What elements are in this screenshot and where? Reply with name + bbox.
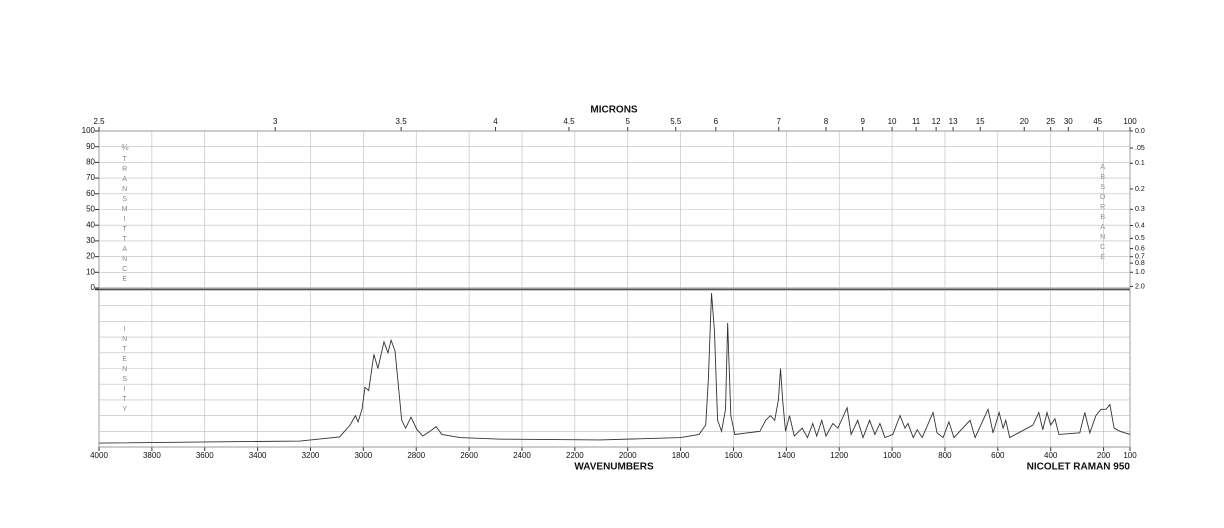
x2-tick-label: 11 <box>912 117 921 126</box>
x2-axis-title: MICRONS <box>590 105 638 116</box>
y-tick-label: 10 <box>86 267 95 276</box>
x-tick-label: 1200 <box>830 451 848 460</box>
y-tick-label: 20 <box>86 252 95 261</box>
y2-tick-label: 0.3 <box>1135 206 1145 213</box>
x-tick-label: 1600 <box>725 451 743 460</box>
y-tick-label: 80 <box>86 158 95 167</box>
y-axis-title: TRANSMITTANCE <box>121 156 128 286</box>
x-tick-label: 400 <box>1044 451 1058 460</box>
x2-tick-label: 6 <box>714 117 719 126</box>
x-tick-label: 2000 <box>619 451 637 460</box>
x2-tick-label: 10 <box>888 117 897 126</box>
y2-tick-label: 1.0 <box>1135 269 1145 276</box>
y-tick-label: 60 <box>86 189 95 198</box>
x-tick-label: 3400 <box>249 451 267 460</box>
instrument-label: NICOLET RAMAN 950 <box>1027 462 1131 473</box>
x-tick-label: 2400 <box>513 451 531 460</box>
y2-tick-label: 0.1 <box>1135 160 1145 167</box>
x-tick-label: 600 <box>991 451 1005 460</box>
y-tick-label: 50 <box>86 205 95 214</box>
x2-tick-label: 3 <box>273 117 278 126</box>
x-axis-title: WAVENUMBERS <box>574 462 654 473</box>
x2-tick-label: 7 <box>777 117 782 126</box>
y-tick-label: 90 <box>86 142 95 151</box>
x-tick-label: 1800 <box>672 451 690 460</box>
x2-tick-label: 100 <box>1123 117 1137 126</box>
x-tick-label: 2600 <box>460 451 478 460</box>
y-tick-label: 100 <box>82 126 96 135</box>
y2-tick-label: .05 <box>1135 145 1145 152</box>
y-tick-label: 40 <box>86 220 95 229</box>
x2-tick-label: 4 <box>493 117 498 126</box>
x2-tick-label: 8 <box>824 117 829 126</box>
x2-tick-label: 45 <box>1093 117 1102 126</box>
x2-tick-label: 9 <box>860 117 865 126</box>
x-tick-label: 2200 <box>566 451 584 460</box>
x2-tick-label: 30 <box>1064 117 1073 126</box>
spectrum-line <box>98 293 1131 444</box>
y-tick-label: 70 <box>86 173 95 182</box>
y2-tick-label: 0.5 <box>1135 235 1145 242</box>
x2-tick-label: 4.5 <box>563 117 575 126</box>
x2-tick-label: 13 <box>949 117 958 126</box>
x-tick-label: 3600 <box>196 451 214 460</box>
y2-tick-label: 0.8 <box>1135 260 1145 267</box>
y2-tick-label: 0.7 <box>1135 254 1145 261</box>
x2-tick-label: 15 <box>976 117 985 126</box>
y2-tick-label: 0.4 <box>1135 222 1145 229</box>
x-tick-label: 4000 <box>90 451 108 460</box>
x-tick-label: 3000 <box>354 451 372 460</box>
y-tick-label: 30 <box>86 236 95 245</box>
x-tick-label: 3800 <box>143 451 161 460</box>
x2-tick-label: 12 <box>932 117 941 126</box>
x2-tick-label: 3.5 <box>396 117 408 126</box>
x2-tick-label: 20 <box>1020 117 1029 126</box>
x2-tick-label: 5.5 <box>670 117 682 126</box>
x-tick-label: 100 <box>1123 451 1137 460</box>
y2-tick-label: 0.2 <box>1135 186 1145 193</box>
intensity-title: INTENSITY <box>121 326 128 416</box>
y2-tick-label: 0.6 <box>1135 245 1145 252</box>
x2-tick-label: 2.5 <box>93 117 105 126</box>
x-tick-label: 1000 <box>883 451 901 460</box>
y2-tick-label: 2.0 <box>1135 283 1145 290</box>
x-tick-label: 800 <box>938 451 952 460</box>
x-tick-label: 3200 <box>302 451 320 460</box>
y-tick-label: 0 <box>91 283 96 292</box>
y-label-symbol: % <box>121 143 128 152</box>
y2-tick-label: 0.0 <box>1135 128 1145 135</box>
x-tick-label: 200 <box>1097 451 1111 460</box>
y2-axis-title: ABSORBANCE <box>1099 164 1106 264</box>
x-tick-label: 2800 <box>407 451 425 460</box>
x2-tick-label: 25 <box>1046 117 1055 126</box>
x2-tick-label: 5 <box>625 117 630 126</box>
x-tick-label: 1400 <box>777 451 795 460</box>
